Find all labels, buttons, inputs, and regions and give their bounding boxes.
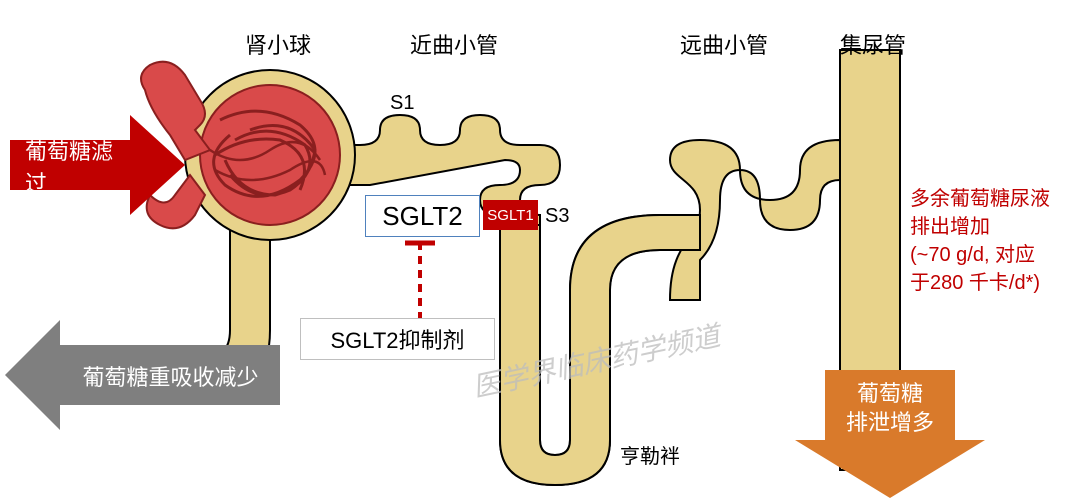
red-line3: (~70 g/d, 对应 — [910, 241, 1050, 269]
glomerulus-tuft — [200, 85, 340, 225]
excrete-line2: 排泄增多 — [825, 409, 955, 438]
inhibition-line — [405, 243, 435, 320]
sglt2-box: SGLT2 — [365, 195, 480, 237]
reabsorb-arrow-text: 葡萄糖重吸收减少 — [58, 360, 283, 392]
red-text-block: 多余葡萄糖尿液 排出增加 (~70 g/d, 对应 于280 千卡/d*) — [910, 185, 1050, 297]
red-line4: 于280 千卡/d*) — [910, 269, 1050, 297]
label-distal: 远曲小管 — [680, 28, 768, 60]
label-loop: 亨勒袢 — [620, 440, 680, 469]
label-s1: S1 — [390, 92, 414, 115]
label-glomerulus: 肾小球 — [245, 28, 311, 60]
label-collecting: 集尿管 — [840, 28, 906, 60]
inhibitor-box: SGLT2抑制剂 — [300, 318, 495, 360]
red-line2: 排出增加 — [910, 213, 1050, 241]
excrete-arrow-text: 葡萄糖 排泄增多 — [825, 380, 955, 437]
filter-arrow-text: 葡萄糖滤过 — [15, 150, 140, 182]
red-line1: 多余葡萄糖尿液 — [910, 185, 1050, 213]
label-s3: S3 — [545, 205, 569, 228]
label-proximal: 近曲小管 — [410, 28, 498, 60]
sglt1-box: SGLT1 — [483, 200, 538, 230]
excrete-line1: 葡萄糖 — [825, 380, 955, 409]
